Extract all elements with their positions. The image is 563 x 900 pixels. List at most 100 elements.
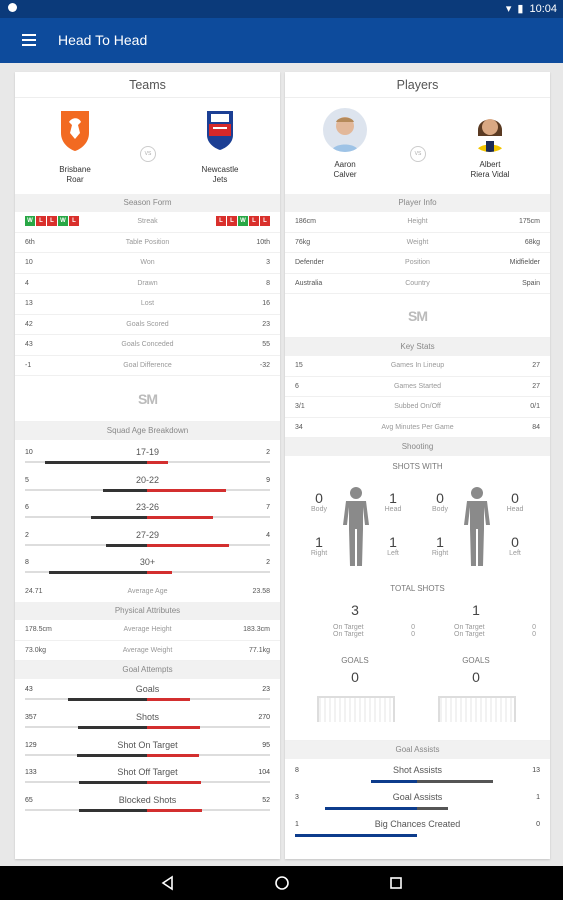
goal-assist-row-label: Shot Assists [392,765,443,775]
players-title: Players [285,72,550,98]
home-team[interactable]: Brisbane Roar [30,108,120,185]
goal-assist-row: 1 Big Chances Created 0 [285,815,550,842]
player-info-row: 186cm Height 175cm [285,212,550,233]
home-icon[interactable] [274,875,290,891]
home-player-name-2: Calver [333,170,357,179]
recents-icon[interactable] [388,875,404,891]
key-stats-row-label: Subbed On/Off [394,403,441,410]
away-body-stat: 0 Body [432,490,448,513]
home-total-shots: 3 [351,602,359,618]
average-age-away: 23.58 [252,587,270,595]
home-goal-net-icon [317,696,395,722]
physical-row-home: 178.5cm [25,626,52,634]
key-stats-row-home: 6 [295,382,299,390]
key-stats-row: 34 Avg Minutes Per Game 84 [285,418,550,438]
goal-attempt-row-home-bar [78,726,147,730]
player-info-row: Australia Country Spain [285,274,550,294]
squad-age-row-home: 8 [25,559,29,567]
squad-age-row-away-bar [147,488,226,492]
season-form-row: 10 Won 3 [15,253,280,274]
player-info-row-home: Defender [295,259,324,266]
squad-age-header: Squad Age Breakdown [15,422,280,440]
key-stats-header: Key Stats [285,338,550,356]
away-body-figure-icon [464,487,490,566]
home-right-stat: 1 Right [310,534,328,557]
player-info-row-away: Midfielder [509,259,540,266]
goal-assist-row-away: 13 [532,767,540,774]
key-stats-row-label: Games In Lineup [390,362,445,369]
squad-age-row-label: 17-19 [135,447,160,457]
streak-result-badge: L [47,216,57,226]
season-form-row-away: -32 [259,361,270,369]
season-form-row-label: Goals Scored [126,320,169,328]
squad-age-row-away: 2 [266,559,270,567]
season-form-row-away: 8 [266,279,270,287]
player-info-row-away: Spain [522,279,540,287]
key-stats-row-away: 27 [532,362,540,369]
status-bar: ▾ ▮ 10:04 [0,0,563,18]
squad-age-row-home: 10 [25,449,33,456]
squad-age-row-label: 20-22 [135,474,160,485]
streak-result-badge: W [25,216,35,226]
player-info-row: Defender Position Midfielder [285,253,550,274]
season-form-row-away: 3 [266,259,270,266]
squad-age-row: 6 23-26 7 [15,499,280,527]
goal-attempt-row-home: 43 [25,686,33,694]
home-player[interactable]: Aaron Calver [300,108,390,180]
battery-icon: ▮ [517,3,524,15]
goal-attempts-header: Goal Attempts [15,661,280,680]
streak-result-badge: L [260,216,270,226]
physical-row: 73.0kg Average Weight 77.1kg [15,641,280,662]
key-stats-row-home: 34 [295,423,303,431]
physical-row-label: Average Height [123,626,172,634]
goal-assist-row-away: 0 [536,821,540,828]
away-team[interactable]: Newcastle Jets [175,108,265,185]
season-form-row: 42 Goals Scored 23 [15,315,280,335]
home-team-name-2: Roar [66,175,84,184]
home-body-figure-icon [343,487,369,566]
physical-row-away: 183.3cm [243,626,270,634]
key-stats-row: 6 Games Started 27 [285,377,550,397]
home-goals-label: GOALS [341,656,369,665]
physical-row-home: 73.0kg [25,646,47,654]
season-form-row-label: Table Position [125,238,170,246]
streak-result-badge: L [69,216,79,226]
albert-riera-vidal-avatar [468,108,512,152]
goal-attempt-row-away: 23 [262,686,270,694]
newcastle-jets-crest-icon [207,111,233,150]
player-info-row-away: 68kg [524,238,540,246]
squad-age-row-home-bar [45,461,147,464]
back-icon[interactable] [160,875,176,891]
app-bar: Head To Head [0,18,563,63]
goal-attempt-row-home-bar [68,698,147,702]
key-stats-row-away: 27 [532,382,540,390]
physical-row-label: Average Weight [122,646,173,654]
streak-label: Streak [137,218,158,225]
squad-age-row-home-bar [103,488,147,492]
teams-title: Teams [15,72,280,98]
goal-attempt-row-away: 95 [262,741,270,749]
goal-attempt-row-away-bar [147,753,199,757]
streak-result-badge: W [58,216,68,226]
goal-attempt-row-away-bar [147,698,190,702]
away-player[interactable]: Albert Riera Vidal [445,108,535,180]
squad-age-row: 2 27-29 4 [15,527,280,555]
season-form-row-home: 10 [25,259,33,266]
player-info-row-label: Height [407,218,428,225]
squad-age-row-home-bar [91,516,147,520]
player-info-row-away: 175cm [518,218,540,225]
season-form-row-away: 55 [262,341,270,348]
away-on-target: On Target 0 On Target 0 [454,624,536,638]
home-goals: 0 [351,669,359,685]
brisbane-roar-crest-icon [61,111,89,151]
away-team-name-1: Newcastle [201,165,239,174]
menu-icon[interactable] [22,34,36,46]
player-info-row-label: Weight [406,238,429,246]
sm-logo-icon: SM [285,294,550,338]
key-stats-row-home: 3/1 [295,403,305,410]
shots-with-label: SHOTS WITH [392,462,443,471]
home-left-stat: 1 Left [387,534,399,557]
goal-attempt-row: 43 Goals 23 [15,681,280,709]
goal-attempt-row-away-bar [147,726,200,730]
